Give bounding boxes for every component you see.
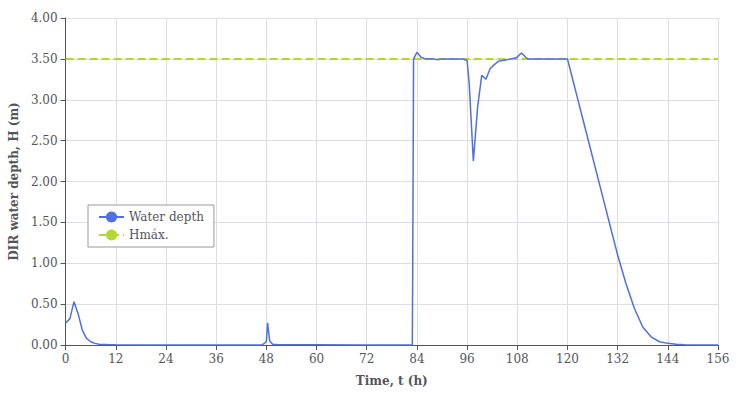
svg-text:DIR water depth, H (m): DIR water depth, H (m)	[7, 102, 21, 261]
svg-text:12: 12	[108, 352, 123, 366]
svg-text:60: 60	[309, 352, 324, 366]
svg-text:108: 108	[506, 352, 529, 366]
svg-text:1.50: 1.50	[31, 215, 58, 229]
svg-text:Water depth: Water depth	[129, 210, 204, 224]
svg-text:Hmáx.: Hmáx.	[129, 228, 169, 242]
svg-text:4.00: 4.00	[31, 11, 58, 25]
svg-text:48: 48	[259, 352, 274, 366]
svg-text:0.50: 0.50	[31, 297, 58, 311]
svg-text:120: 120	[556, 352, 579, 366]
svg-text:132: 132	[606, 352, 629, 366]
svg-text:96: 96	[459, 352, 474, 366]
svg-text:0: 0	[62, 352, 70, 366]
svg-text:2.00: 2.00	[31, 175, 58, 189]
svg-text:36: 36	[209, 352, 224, 366]
svg-text:3.50: 3.50	[31, 52, 58, 66]
svg-text:24: 24	[158, 352, 174, 366]
svg-text:144: 144	[656, 352, 679, 366]
svg-text:84: 84	[409, 352, 425, 366]
svg-text:2.50: 2.50	[31, 134, 58, 148]
svg-text:156: 156	[707, 352, 730, 366]
svg-text:1.00: 1.00	[31, 256, 58, 270]
svg-text:72: 72	[359, 352, 374, 366]
svg-text:0.00: 0.00	[31, 338, 58, 352]
svg-text:Time, t (h): Time, t (h)	[356, 374, 428, 388]
svg-text:3.00: 3.00	[31, 93, 58, 107]
